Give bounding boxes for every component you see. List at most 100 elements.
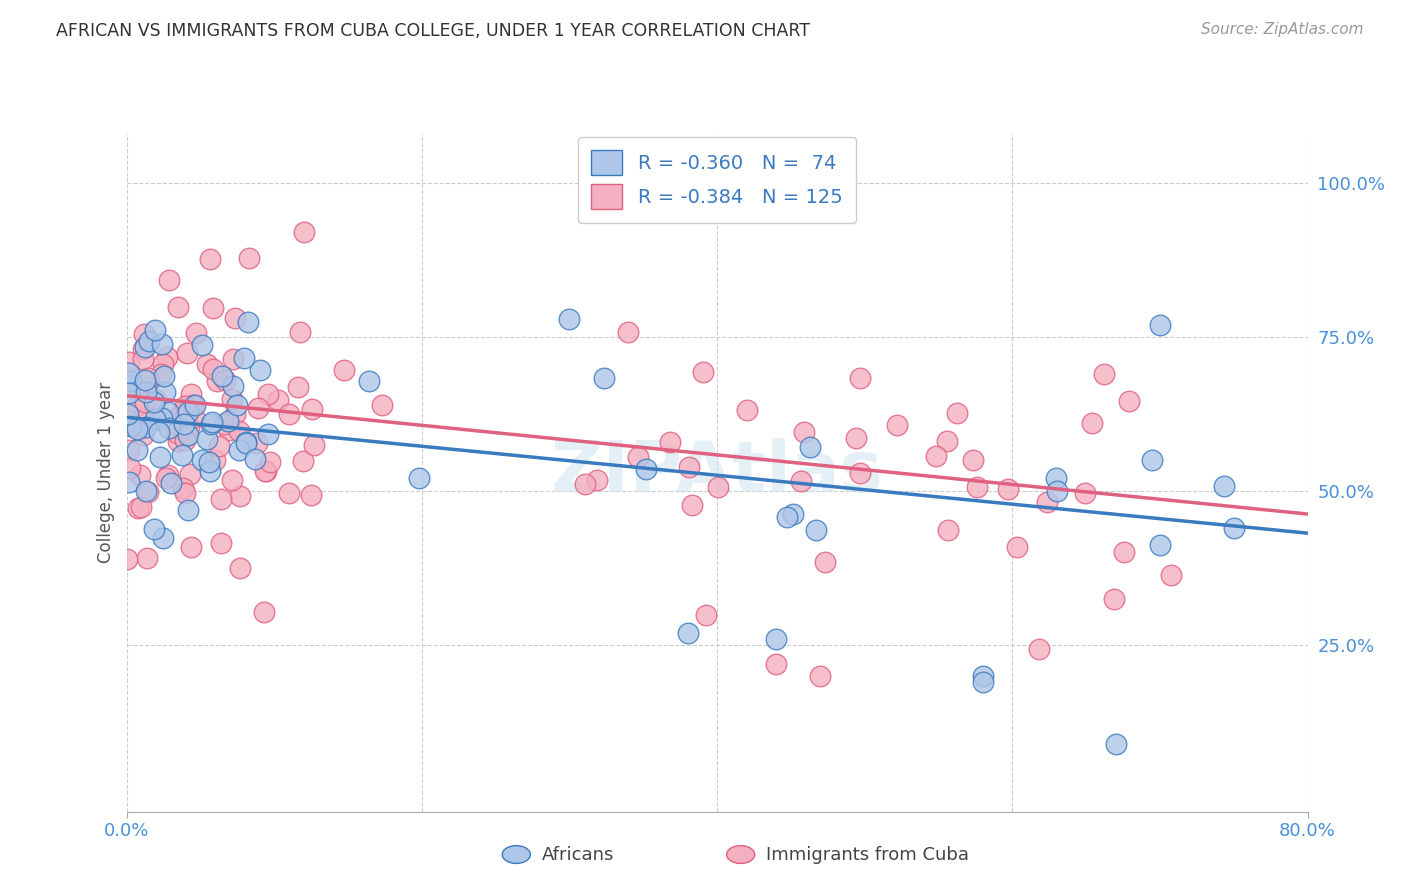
Point <box>211 369 233 384</box>
Point <box>127 501 149 516</box>
Point <box>166 300 188 314</box>
Point <box>962 452 984 467</box>
Point <box>115 552 138 566</box>
Point <box>129 500 152 515</box>
Point <box>121 419 143 434</box>
Point <box>574 476 596 491</box>
Point <box>291 454 314 468</box>
Point <box>145 393 167 408</box>
Point <box>1045 471 1067 485</box>
Point <box>1073 485 1095 500</box>
Point <box>221 473 243 487</box>
Point <box>138 375 160 389</box>
Y-axis label: College, Under 1 year: College, Under 1 year <box>97 382 115 564</box>
Text: Source: ZipAtlas.com: Source: ZipAtlas.com <box>1201 22 1364 37</box>
Point <box>201 301 224 315</box>
Point <box>180 387 202 401</box>
Point <box>134 373 156 387</box>
Point <box>678 460 700 475</box>
Point <box>153 368 176 383</box>
Point <box>224 311 246 326</box>
Point <box>120 418 142 433</box>
Point <box>849 466 872 480</box>
Point <box>359 374 381 388</box>
Point <box>228 561 250 575</box>
Point <box>249 363 271 377</box>
Point <box>118 442 141 457</box>
Point <box>129 412 152 426</box>
Point <box>254 465 277 479</box>
Point <box>150 337 173 351</box>
Point <box>1081 417 1104 431</box>
Point <box>159 273 181 287</box>
Point <box>172 481 194 495</box>
Point <box>172 448 194 462</box>
Point <box>167 434 190 449</box>
Point <box>120 378 142 392</box>
Point <box>765 657 787 671</box>
Point <box>143 522 166 536</box>
Point <box>157 421 180 435</box>
Point <box>408 471 430 485</box>
Point <box>1222 521 1246 535</box>
Point <box>214 417 236 432</box>
Point <box>138 485 160 500</box>
Point <box>707 480 730 494</box>
Point <box>782 507 804 521</box>
Point <box>118 461 141 475</box>
Point <box>972 669 994 683</box>
Point <box>173 417 195 431</box>
Point <box>207 374 229 388</box>
Point <box>1140 453 1163 467</box>
Point <box>692 366 714 380</box>
Text: Immigrants from Cuba: Immigrants from Cuba <box>766 846 969 863</box>
Point <box>1007 540 1029 554</box>
Point <box>849 371 872 385</box>
Point <box>627 450 650 464</box>
Point <box>198 455 221 469</box>
Point <box>127 422 149 436</box>
Point <box>149 450 172 464</box>
Point <box>946 406 969 420</box>
Point <box>118 475 141 489</box>
Point <box>924 449 946 463</box>
Point <box>886 417 908 432</box>
Point <box>302 438 325 452</box>
Point <box>136 371 159 385</box>
Point <box>132 352 155 367</box>
Point <box>127 443 149 458</box>
Point <box>214 373 236 387</box>
Point <box>222 378 245 392</box>
Point <box>198 464 221 478</box>
Point <box>765 632 787 647</box>
Point <box>174 486 197 500</box>
Point <box>681 498 703 512</box>
Point <box>1045 484 1069 499</box>
Point <box>1149 318 1171 332</box>
Point <box>177 428 200 442</box>
Point <box>191 338 214 352</box>
Point <box>143 395 166 409</box>
Point <box>198 252 221 267</box>
Point <box>845 432 868 446</box>
Point <box>200 417 222 432</box>
Point <box>235 435 257 450</box>
Point <box>134 340 156 354</box>
Point <box>288 325 311 339</box>
Point <box>257 427 280 442</box>
Point <box>120 374 142 388</box>
Text: Africans: Africans <box>541 846 614 863</box>
Point <box>176 346 198 360</box>
Point <box>789 474 811 488</box>
Point <box>217 414 239 428</box>
Point <box>287 380 309 394</box>
Point <box>804 523 827 537</box>
Point <box>143 411 166 425</box>
Point <box>676 626 699 640</box>
Point <box>636 462 658 476</box>
Point <box>332 363 354 377</box>
Point <box>118 414 141 428</box>
Point <box>222 352 245 367</box>
Point <box>246 436 269 450</box>
Point <box>221 392 243 407</box>
